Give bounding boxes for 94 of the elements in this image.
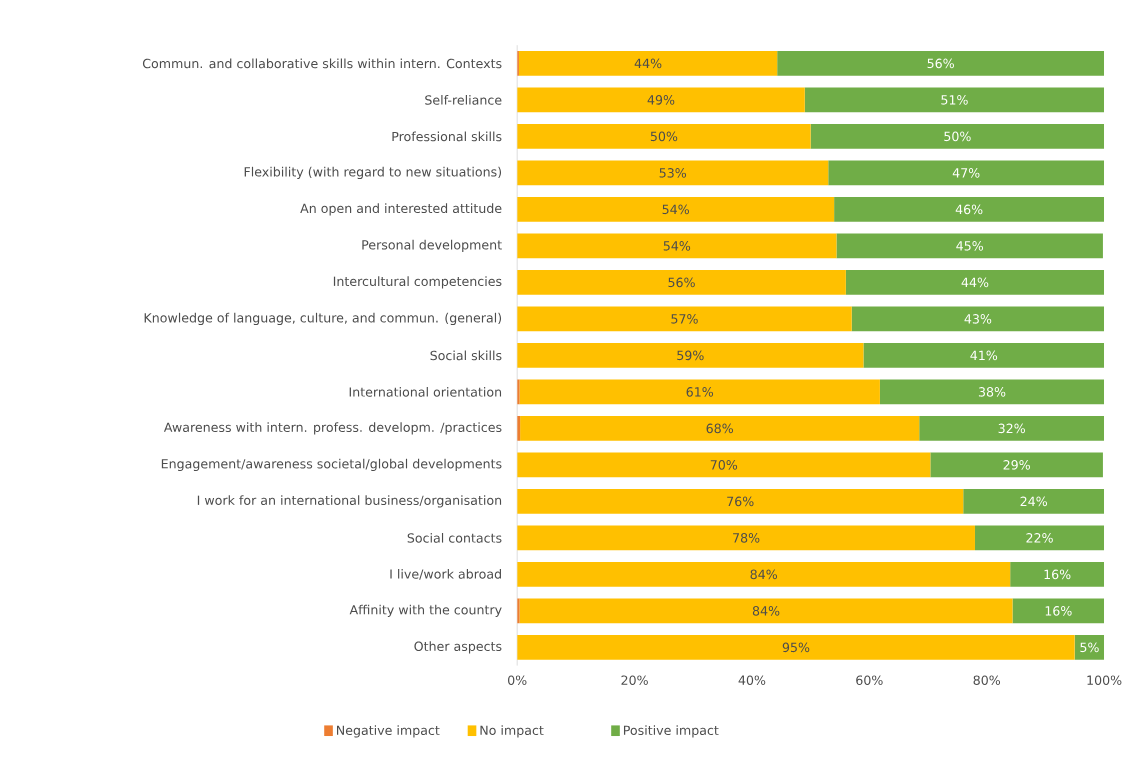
bar (517, 196, 835, 222)
bar (851, 306, 1105, 332)
bar (828, 160, 1105, 186)
y-tick-label: Commun. and collaborative skills within intern. Contexts (142, 58, 502, 69)
bar (520, 415, 920, 441)
data-label: 57% (671, 313, 698, 324)
bar (834, 196, 1105, 222)
data-label: 50% (944, 131, 971, 142)
bar (517, 233, 837, 259)
data-label: 43% (964, 313, 992, 324)
bar (863, 342, 1105, 368)
y-tick-label: Other aspects (414, 641, 502, 654)
data-label: 24% (1020, 496, 1047, 507)
bar (517, 87, 805, 113)
bar (879, 379, 1105, 405)
y-tick-label: Social contacts (407, 532, 502, 543)
legend-label: No impact (480, 725, 544, 738)
data-label: 56% (927, 58, 954, 69)
bar (517, 452, 931, 478)
bar (517, 525, 975, 551)
x-tick-label: 0% (508, 675, 527, 685)
y-tick-label: Social skills (430, 350, 502, 361)
data-label: 84% (750, 569, 778, 580)
y-tick-label: Intercultural competencies (333, 276, 502, 289)
y-tick-label: Personal development (362, 239, 502, 252)
data-label: 38% (978, 386, 1006, 397)
bar (517, 342, 864, 368)
x-tick-label: 40% (738, 675, 766, 685)
y-tick-label: International orientation (349, 386, 502, 397)
data-label: 78% (733, 532, 760, 543)
data-label: 61% (686, 386, 714, 397)
data-label: 5% (1080, 642, 1099, 653)
bar (517, 269, 846, 295)
data-label: 95% (782, 642, 810, 653)
bar (517, 488, 964, 514)
data-label: 45% (956, 240, 984, 251)
y-tick-label: Engagement/awareness societal/global developments (161, 458, 502, 471)
bar (963, 488, 1105, 514)
bar (836, 233, 1103, 259)
y-tick-label: An open and interested attitude (300, 203, 502, 216)
data-label: 54% (662, 204, 689, 215)
bar (517, 561, 1011, 587)
data-label: 46% (955, 204, 983, 215)
y-tick-label: I work for an international business/organisation (197, 495, 502, 508)
data-label: 51% (941, 94, 968, 105)
bar (517, 306, 852, 332)
y-tick-label: Flexibility (with regard to new situations) (244, 166, 502, 179)
bar (919, 415, 1105, 441)
y-tick-label: Affinity with the country (349, 604, 502, 617)
legend-label: Positive impact (623, 725, 719, 738)
data-label: 56% (668, 277, 695, 288)
y-tick-label: Knowledge of language, culture, and commun. (general) (144, 312, 502, 325)
bar (777, 50, 1105, 76)
x-tick-label: 60% (856, 675, 883, 685)
data-label: 54% (663, 240, 691, 251)
data-label: 53% (659, 167, 687, 178)
bar (804, 87, 1105, 113)
x-tick-label: 20% (621, 675, 648, 685)
bar (518, 50, 778, 76)
bar (519, 598, 1013, 624)
y-tick-label: Self-reliance (425, 94, 502, 105)
bar (1012, 598, 1105, 624)
data-label: 70% (710, 459, 738, 470)
data-label: 16% (1045, 605, 1072, 616)
bar (1074, 634, 1105, 660)
data-label: 68% (706, 423, 733, 434)
data-label: 41% (970, 350, 998, 361)
bar (517, 123, 811, 149)
data-label: 29% (1003, 459, 1030, 470)
data-label: 59% (677, 350, 704, 361)
bar (519, 379, 880, 405)
bar (810, 123, 1105, 149)
bar (974, 525, 1105, 551)
bar (845, 269, 1105, 295)
x-tick-label: 100% (1087, 675, 1122, 685)
x-tick-label: 80% (973, 675, 1001, 685)
data-label: 22% (1026, 532, 1053, 543)
bar (517, 160, 829, 186)
bar (1010, 561, 1105, 587)
data-label: 47% (952, 167, 980, 178)
legend-label: Negative impact (337, 725, 440, 738)
data-label: 32% (998, 423, 1025, 434)
data-label: 76% (727, 496, 754, 507)
data-label: 84% (752, 605, 780, 616)
data-label: 44% (634, 58, 662, 69)
data-label: 16% (1044, 569, 1071, 580)
data-label: 49% (647, 94, 675, 105)
bar (930, 452, 1103, 478)
data-label: 50% (650, 131, 678, 142)
data-label: 44% (961, 277, 989, 288)
y-tick-label: Awareness with intern. profess. developm. /practices (163, 422, 502, 435)
y-tick-label: Professional skills (392, 131, 502, 142)
bar (517, 634, 1075, 660)
y-tick-label: I live/work abroad (390, 568, 501, 580)
